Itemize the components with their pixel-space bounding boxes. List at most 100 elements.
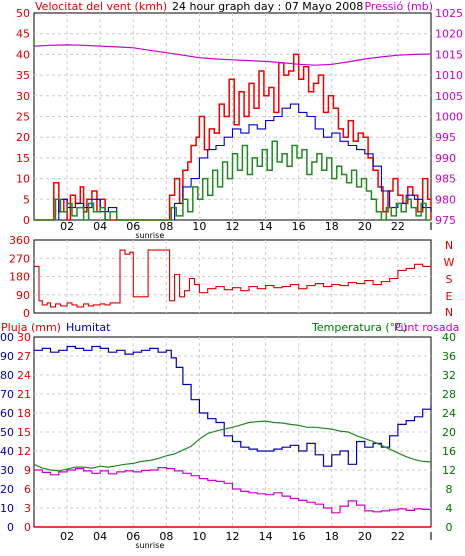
x-tick-label-bottom-16: 16 (292, 530, 306, 543)
dewpoint-series-line (34, 467, 432, 514)
compass-label-n-top: N (445, 239, 453, 252)
x-tick-label-top-04: 04 (93, 220, 107, 233)
temperature-tick-label-0: 0 (446, 521, 453, 534)
temperature-tick-label-16: 16 (442, 445, 456, 458)
humidity-axis-label: Humitat (66, 321, 111, 334)
wind-tick-label-35: 35 (16, 69, 30, 82)
compass-label-s: S (446, 273, 453, 286)
wind-tick-label-20: 20 (16, 131, 30, 144)
temperature-tick-label-20: 20 (442, 426, 456, 439)
temperature-tick-label-4: 4 (446, 502, 453, 515)
humidity-tick-label-40: 40 (0, 445, 14, 458)
x-tick-label-bottom-I: I (429, 530, 432, 543)
x-tick-label-top-10: 10 (192, 220, 206, 233)
wind-tick-label-10: 10 (16, 173, 30, 186)
pressure-tick-label-985: 985 (435, 173, 456, 186)
humidity-tick-label-90: 90 (0, 350, 14, 363)
tick-label-layer: 0510152025303540455097598098599099510001… (0, 7, 463, 550)
x-tick-label-top-I: I (429, 220, 432, 233)
average-series-line (34, 103, 432, 221)
x-tick-label-bottom-12: 12 (226, 530, 240, 543)
wind-tick-label-45: 45 (16, 28, 30, 41)
wind-tick-label-0: 0 (23, 214, 30, 227)
humidity-tick-label-10: 10 (0, 502, 14, 515)
x-tick-label-bottom-14: 14 (259, 530, 273, 543)
humidity-tick-label-60: 60 (0, 407, 14, 420)
compass-label-w: W (444, 256, 455, 269)
pressure-series-line (33, 44, 432, 66)
direction-tick-label-180: 180 (9, 271, 30, 284)
x-tick-label-top-22: 22 (391, 220, 405, 233)
temperature-tick-label-24: 24 (442, 407, 456, 420)
wind-direction-series-line (34, 249, 431, 308)
temperature-tick-label-32: 32 (442, 369, 456, 382)
humidity-tick-label-50: 50 (0, 426, 14, 439)
temperature-axis-label: Temperatura (°C) (311, 321, 407, 334)
humidity-tick-label-70: 70 (0, 388, 14, 401)
rain-tick-label-18: 18 (17, 407, 31, 420)
x-tick-label-bottom-18: 18 (325, 530, 339, 543)
x-tick-label-bottom-22: 22 (391, 530, 405, 543)
pressure-tick-label-975: 975 (435, 214, 456, 227)
rain-tick-label-9: 9 (24, 464, 31, 477)
wind-series-line (34, 140, 431, 221)
temperature-tick-label-40: 40 (442, 331, 456, 344)
x-tick-label-top-16: 16 (292, 220, 306, 233)
chart-title: 24 hour graph day : 07 Mayo 2008 (172, 0, 363, 13)
x-tick-label-bottom-20: 20 (358, 530, 372, 543)
humidity-tick-label-20: 20 (0, 483, 14, 496)
x-tick-label-bottom-08: 08 (159, 530, 173, 543)
x-tick-label-bottom-10: 10 (192, 530, 206, 543)
wind-tick-label-25: 25 (16, 111, 30, 124)
temperature-series-line (33, 420, 432, 472)
x-tick-label-top-08: 08 (159, 220, 173, 233)
rain-tick-label-12: 12 (17, 445, 31, 458)
x-tick-label-bottom-06: 06 (126, 530, 140, 543)
wind-tick-label-50: 50 (16, 7, 30, 20)
x-tick-label-bottom-04: 04 (93, 530, 107, 543)
direction-tick-label-360: 360 (9, 234, 30, 247)
sunrise-label-bottom: sunrise (135, 541, 164, 550)
rain-tick-label-0: 0 (24, 521, 31, 534)
rain-tick-label-27: 27 (17, 350, 31, 363)
wind-tick-label-30: 30 (16, 90, 30, 103)
pressure-tick-label-990: 990 (435, 152, 456, 165)
direction-tick-label-0: 0 (23, 307, 30, 320)
compass-label-e: E (446, 290, 453, 303)
pressure-tick-label-1020: 1020 (435, 28, 463, 41)
humidity-tick-label-0: 0 (7, 521, 14, 534)
x-tick-label-top-20: 20 (358, 220, 372, 233)
rain-axis-label: Pluja (mm) (1, 321, 61, 334)
humidity-tick-label-100: 100 (0, 331, 14, 344)
pressure-tick-label-1025: 1025 (435, 7, 463, 20)
x-tick-label-top-02: 02 (60, 220, 74, 233)
temperature-tick-label-12: 12 (442, 464, 456, 477)
pressure-tick-label-1005: 1005 (435, 90, 463, 103)
humidity-tick-label-80: 80 (0, 369, 14, 382)
x-tick-label-top-14: 14 (259, 220, 273, 233)
rain-tick-label-24: 24 (17, 369, 31, 382)
pressure-axis-label: Pressió (mb) (364, 0, 433, 13)
sunrise-label-top: sunrise (135, 231, 164, 240)
temperature-tick-label-8: 8 (446, 483, 453, 496)
x-tick-label-top-12: 12 (226, 220, 240, 233)
compass-label-n-bottom: N (445, 306, 453, 319)
wind-tick-label-5: 5 (23, 193, 30, 206)
wind-tick-label-15: 15 (16, 152, 30, 165)
temperature-tick-label-36: 36 (442, 350, 456, 363)
temperature-tick-label-28: 28 (442, 388, 456, 401)
pressure-tick-label-1010: 1010 (435, 69, 463, 82)
humidity-tick-label-30: 30 (0, 464, 14, 477)
direction-tick-label-270: 270 (9, 252, 30, 265)
rain-tick-label-30: 30 (17, 331, 31, 344)
x-tick-label-top-18: 18 (325, 220, 339, 233)
rain-tick-label-3: 3 (24, 502, 31, 515)
series-layer (33, 44, 432, 528)
x-tick-label-top-06: 06 (126, 220, 140, 233)
rain-tick-label-15: 15 (17, 426, 31, 439)
rain-tick-label-6: 6 (24, 483, 31, 496)
pressure-tick-label-995: 995 (435, 131, 456, 144)
x-tick-label-bottom-02: 02 (60, 530, 74, 543)
